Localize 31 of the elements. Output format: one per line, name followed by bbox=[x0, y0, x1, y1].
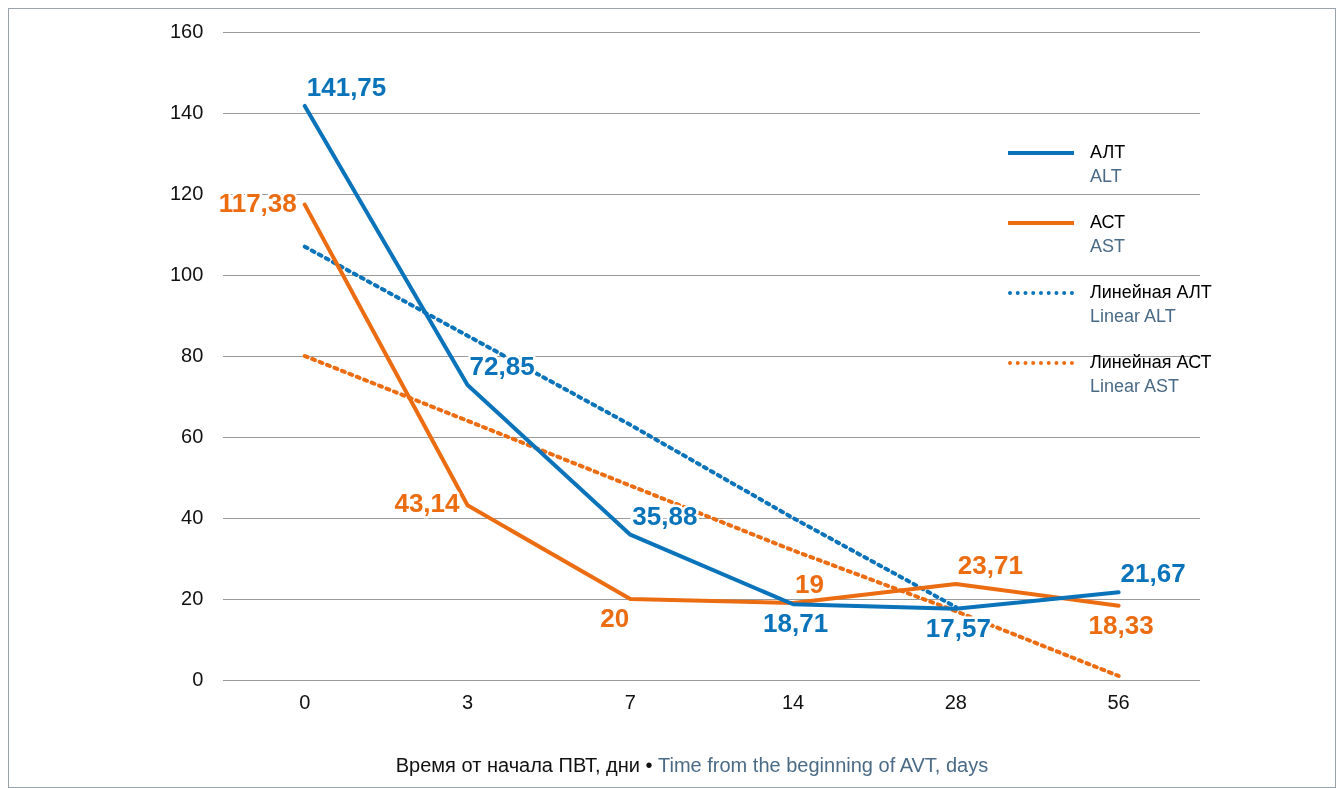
data-label: 141,75 bbox=[306, 72, 387, 103]
data-label: 18,33 bbox=[1088, 609, 1154, 640]
data-label: 23,71 bbox=[957, 550, 1023, 581]
legend-label: Линейная АСТ Linear AST bbox=[1090, 351, 1212, 398]
y-tick-label: 160 bbox=[169, 19, 204, 42]
legend-label: АЛТ ALT bbox=[1090, 141, 1126, 188]
legend-label: Линейная АЛТ Linear ALT bbox=[1090, 281, 1212, 328]
legend-label: АСТ AST bbox=[1090, 211, 1126, 258]
data-label: 117,38 bbox=[218, 187, 297, 218]
y-tick-label: 140 bbox=[169, 100, 204, 123]
y-tick-label: 80 bbox=[181, 343, 204, 366]
data-label: 35,88 bbox=[632, 500, 698, 531]
x-tick-label: 3 bbox=[461, 690, 474, 713]
data-label: 19 bbox=[795, 569, 824, 600]
data-label: 18,71 bbox=[763, 608, 829, 639]
y-tick-label: 20 bbox=[181, 586, 204, 609]
data-label: 20 bbox=[600, 603, 630, 634]
x-tick-label: 7 bbox=[624, 690, 636, 713]
x-tick-label: 0 bbox=[299, 690, 311, 713]
y-tick-label: 120 bbox=[169, 181, 204, 204]
data-label: 43,14 bbox=[394, 488, 461, 519]
x-tick-label: 56 bbox=[1107, 690, 1130, 713]
x-tick-label: 28 bbox=[944, 690, 967, 713]
x-axis-title: Время от начала ПВТ, дни • Time from the beginning of AVT, days bbox=[394, 754, 990, 777]
y-tick-label: 0 bbox=[192, 667, 204, 690]
y-tick-label: 60 bbox=[181, 424, 204, 447]
data-label: 21,67 bbox=[1120, 558, 1186, 589]
data-label: 17,57 bbox=[925, 613, 991, 644]
y-tick-label: 40 bbox=[181, 505, 204, 528]
x-tick-label: 14 bbox=[781, 690, 805, 713]
y-tick-label: 100 bbox=[169, 262, 204, 285]
